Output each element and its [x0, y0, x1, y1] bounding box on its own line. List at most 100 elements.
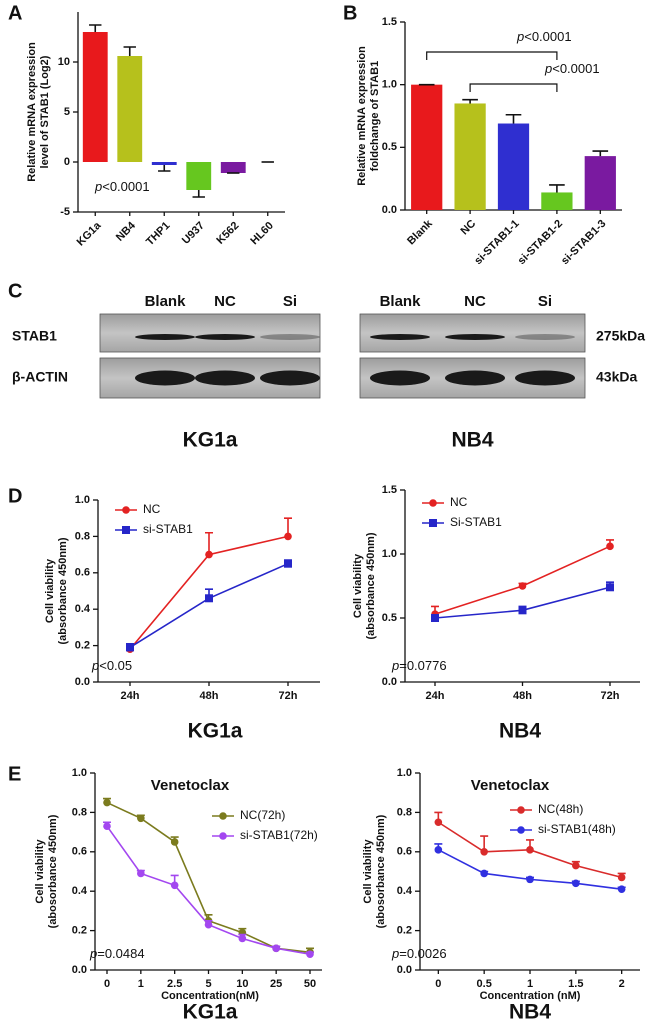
y-axis-label: (absorbance 450nm) — [365, 532, 377, 639]
y-axis-label: Cell viability — [352, 553, 364, 618]
y-tick-label: 1.0 — [75, 494, 90, 506]
bar — [82, 32, 108, 162]
bar — [186, 162, 212, 190]
x-tick-label: 1 — [138, 978, 144, 990]
marker — [137, 814, 145, 823]
bar — [454, 103, 486, 210]
y-axis-label: (abosorbance 450nm) — [47, 814, 59, 928]
x-tick-label: 1.5 — [568, 978, 583, 990]
legend-label: si-STAB1 — [143, 522, 193, 536]
legend-label: NC(48h) — [538, 802, 583, 816]
y-tick-label: 0.8 — [397, 806, 412, 818]
marker — [284, 532, 292, 541]
series-line — [106, 801, 311, 954]
error-bar — [89, 24, 102, 32]
blot-band — [370, 334, 430, 340]
blot-band — [515, 370, 575, 386]
chart-caption: KG1a — [188, 720, 243, 743]
legend-label: si-STAB1(48h) — [538, 822, 616, 836]
legend-marker — [219, 832, 227, 840]
error-bar — [462, 98, 478, 104]
x-tick-label: 0 — [104, 978, 110, 990]
y-tick-label: 0.0 — [382, 676, 397, 688]
error-bar — [192, 190, 205, 198]
y-axis-label: Relative mRNA expression — [26, 42, 38, 182]
marker — [306, 950, 314, 959]
y-tick-label: 0.0 — [75, 676, 90, 688]
x-tick-label: 50 — [304, 978, 316, 990]
bar — [151, 162, 177, 165]
x-tick-label: 48h — [513, 690, 532, 702]
size-label: 43kDa — [596, 369, 637, 385]
bar — [411, 84, 443, 210]
x-tick-label: si-STAB1-3 — [559, 218, 608, 267]
y-tick-label: 0.5 — [382, 141, 397, 153]
legend-label: Si-STAB1 — [450, 515, 502, 529]
blot-band — [195, 370, 255, 386]
marker — [434, 818, 443, 827]
panel-label: E — [8, 763, 21, 785]
x-tick-label: 48h — [200, 690, 219, 702]
row-label: STAB1 — [12, 328, 57, 344]
panel-label: D — [8, 485, 22, 507]
y-tick-label: 0.0 — [382, 204, 397, 216]
marker — [126, 643, 134, 652]
y-axis-label: Cell viability — [34, 839, 46, 904]
marker — [170, 838, 179, 846]
x-tick-label: 2 — [619, 978, 625, 990]
error-bar — [549, 184, 565, 193]
marker — [434, 846, 443, 854]
x-tick-label: U937 — [180, 220, 207, 247]
y-tick-label: 5 — [64, 106, 70, 118]
chart-title: Venetoclax — [151, 777, 230, 794]
x-tick-label: K562 — [214, 220, 241, 247]
y-tick-label: 0.4 — [75, 603, 91, 615]
p-value: p=0.0026 — [391, 946, 447, 961]
y-tick-label: 1.0 — [72, 767, 87, 779]
marker — [606, 542, 614, 551]
y-tick-label: 1.0 — [382, 79, 397, 91]
y-axis-label: level of STAB1 (Log2) — [39, 55, 51, 168]
p-value: p=0.0484 — [89, 946, 145, 961]
chart-caption: NB4 — [499, 720, 541, 743]
x-tick-label: 24h — [121, 690, 140, 702]
chart-caption: KG1a — [183, 1001, 238, 1024]
x-tick-label: 1 — [527, 978, 533, 990]
x-tick-label: 25 — [270, 978, 282, 990]
p-value: p=0.0776 — [391, 658, 447, 673]
bar — [117, 56, 143, 162]
marker — [518, 606, 527, 615]
legend-label: NC — [143, 502, 161, 516]
chart-title: Venetoclax — [471, 777, 550, 794]
y-tick-label: 0.2 — [72, 925, 87, 937]
panel-label: C — [8, 280, 22, 302]
y-axis-label: (abosorbance 450nm) — [375, 814, 387, 928]
blot-membrane — [359, 313, 586, 353]
size-label: 275kDa — [596, 328, 645, 344]
y-tick-label: 0.6 — [75, 567, 90, 579]
blot-band — [370, 370, 430, 386]
series-line — [106, 825, 311, 956]
error-bar — [123, 46, 136, 56]
series-line — [434, 545, 611, 615]
y-tick-label: 0.6 — [72, 846, 87, 858]
blot-band — [260, 334, 320, 340]
marker — [431, 614, 439, 622]
significance-bracket — [469, 83, 558, 92]
lane-label: Si — [538, 293, 552, 310]
p-value: p<0.05 — [91, 658, 132, 673]
y-axis-label: Relative mRNA expression — [356, 46, 368, 186]
y-axis-label: (absorbance 450nm) — [57, 537, 69, 644]
marker — [137, 869, 145, 878]
bar — [497, 123, 530, 210]
x-tick-label: 72h — [601, 690, 620, 702]
blot-band — [135, 334, 195, 340]
legend-marker — [429, 499, 437, 507]
lane-label: NC — [464, 293, 486, 310]
y-tick-label: 0.0 — [397, 964, 412, 976]
x-tick-label: THP1 — [144, 220, 172, 248]
legend-label: NC — [450, 495, 468, 509]
x-tick-label: NC — [459, 218, 479, 238]
marker — [480, 869, 488, 878]
